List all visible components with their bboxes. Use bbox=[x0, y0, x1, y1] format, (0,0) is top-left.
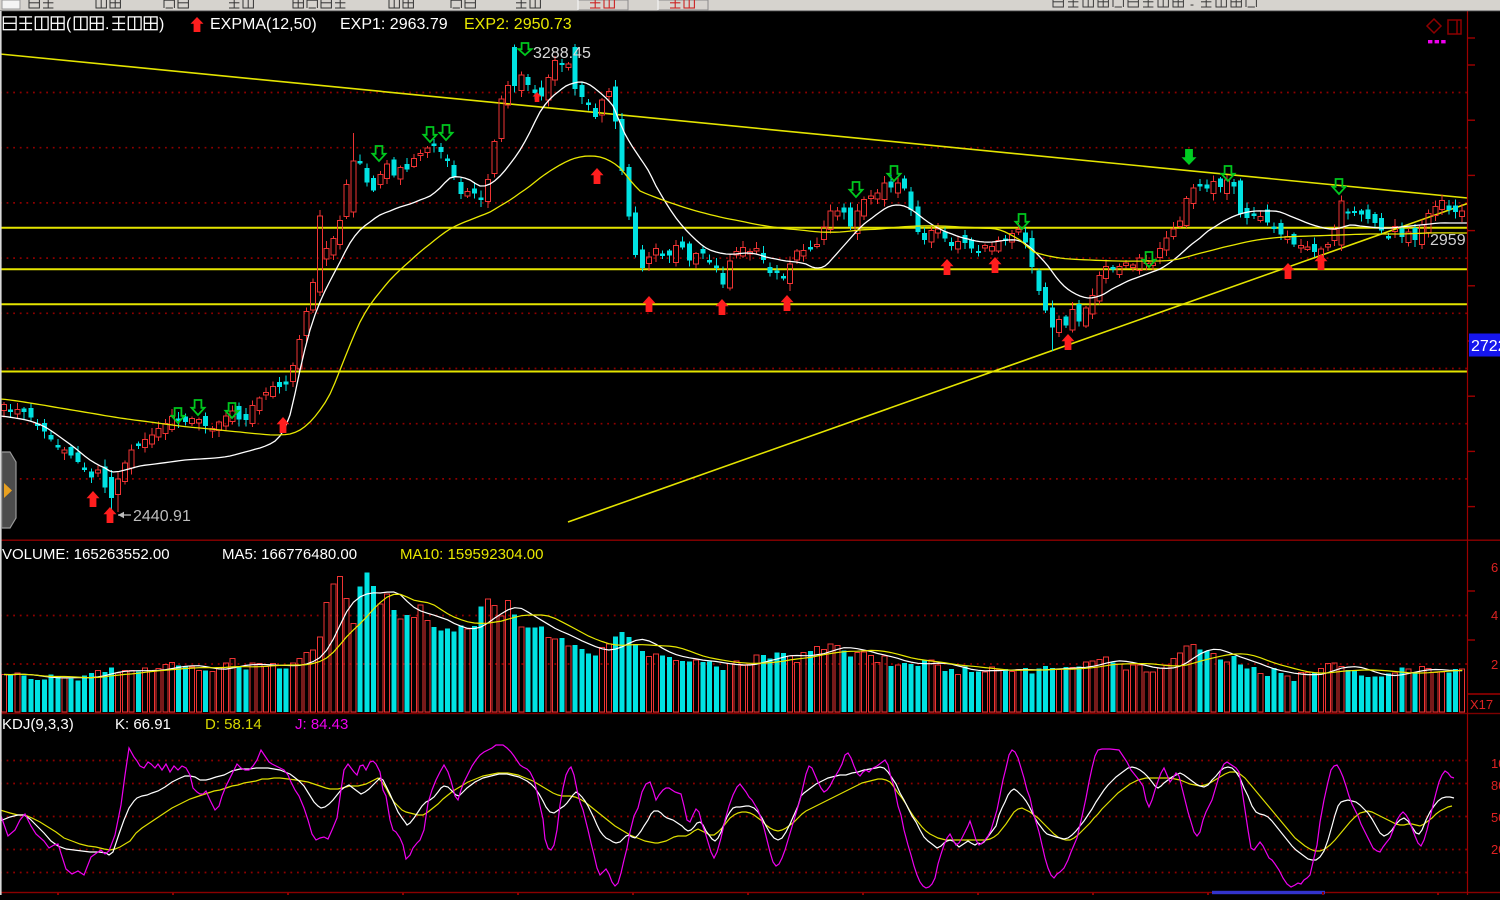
svg-text:K: 66.91: K: 66.91 bbox=[115, 716, 171, 733]
svg-text:MA5: 166776480.00: MA5: 166776480.00 bbox=[222, 546, 357, 563]
svg-text:(: ( bbox=[66, 16, 72, 33]
svg-text:D: 58.14: D: 58.14 bbox=[205, 716, 262, 733]
svg-text:EXP2: 2950.73: EXP2: 2950.73 bbox=[464, 16, 572, 33]
svg-text:.: . bbox=[105, 16, 109, 33]
svg-text:2722: 2722 bbox=[1471, 338, 1500, 355]
svg-text:3288.45: 3288.45 bbox=[533, 45, 591, 62]
svg-text:VOLUME: 165263552.00: VOLUME: 165263552.00 bbox=[2, 546, 170, 563]
svg-text:KDJ(9,3,3): KDJ(9,3,3) bbox=[2, 716, 74, 733]
svg-text:50: 50 bbox=[1491, 810, 1500, 825]
svg-text:2959: 2959 bbox=[1430, 232, 1466, 249]
svg-text:4: 4 bbox=[1491, 608, 1498, 623]
svg-text:2: 2 bbox=[1491, 657, 1498, 672]
svg-text:100: 100 bbox=[1491, 756, 1500, 771]
svg-text:6: 6 bbox=[1491, 560, 1498, 575]
svg-text:MA10: 159592304.00: MA10: 159592304.00 bbox=[400, 546, 543, 563]
svg-text:-: - bbox=[1190, 0, 1194, 11]
svg-text:J: 84.43: J: 84.43 bbox=[295, 716, 348, 733]
svg-text:2440.91: 2440.91 bbox=[133, 508, 191, 525]
svg-text:80: 80 bbox=[1491, 778, 1500, 793]
svg-text:EXPMA(12,50): EXPMA(12,50) bbox=[210, 16, 317, 33]
svg-text:X17: X17 bbox=[1470, 697, 1493, 712]
svg-text:): ) bbox=[159, 16, 164, 33]
svg-text:20: 20 bbox=[1491, 842, 1500, 857]
svg-text:EXP1: 2963.79: EXP1: 2963.79 bbox=[340, 16, 448, 33]
